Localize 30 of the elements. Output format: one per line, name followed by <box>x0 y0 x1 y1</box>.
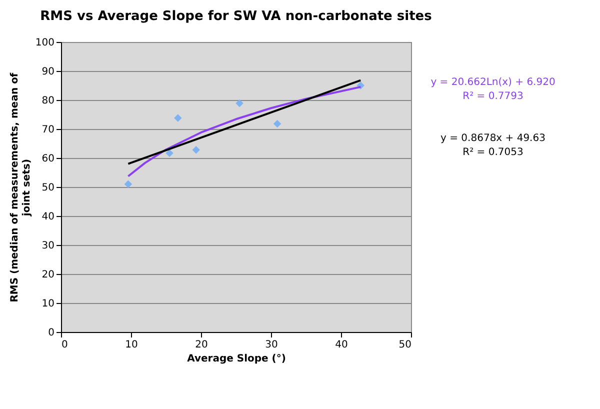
point <box>192 146 200 154</box>
y-tick-label: 60 <box>42 154 54 164</box>
point <box>273 120 282 128</box>
x-tick-label: 0 <box>62 340 68 350</box>
y-tick-label: 80 <box>42 96 54 106</box>
x-tick-label: 50 <box>398 340 412 350</box>
y-tick-label: 30 <box>42 240 54 252</box>
y-tick-label: 40 <box>42 212 54 222</box>
point <box>124 180 132 188</box>
point <box>236 99 244 108</box>
y-tick-label: 10 <box>42 298 54 310</box>
text: R² = 0.7793 <box>462 91 524 102</box>
x-tick-label: 20 <box>195 340 208 350</box>
text: R² = 0.7053 <box>462 147 524 158</box>
y-tick-label: 0 <box>48 328 54 338</box>
y-axis-title: RMS (median of measurements, mean of joint sets) <box>9 72 32 302</box>
y-tick-label: 90 <box>42 66 54 78</box>
text: y = 0.8678x + 49.63 <box>440 133 546 144</box>
x-axis-title: Average Slope (°) <box>187 354 286 364</box>
x-tick-label: 30 <box>265 340 278 350</box>
y-tick-label: 20 <box>42 270 54 280</box>
point <box>174 114 182 122</box>
x-tick-label: 10 <box>125 340 138 350</box>
point <box>166 149 174 157</box>
chart-title: RMS vs Average Slope for SW VA non-carbonate sites <box>40 9 432 24</box>
y-tick-label: 70 <box>42 124 54 136</box>
x-tick-label: 40 <box>335 340 348 350</box>
y-tick-label: 100 <box>35 38 54 48</box>
text: y = 20.662Ln(x) + 6.920 <box>430 77 556 88</box>
y-tick-label: 50 <box>42 182 54 194</box>
